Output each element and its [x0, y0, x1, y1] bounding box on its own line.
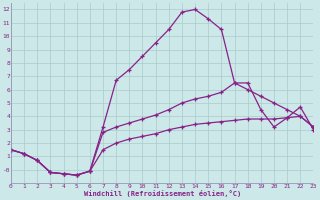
X-axis label: Windchill (Refroidissement éolien,°C): Windchill (Refroidissement éolien,°C)	[84, 190, 241, 197]
